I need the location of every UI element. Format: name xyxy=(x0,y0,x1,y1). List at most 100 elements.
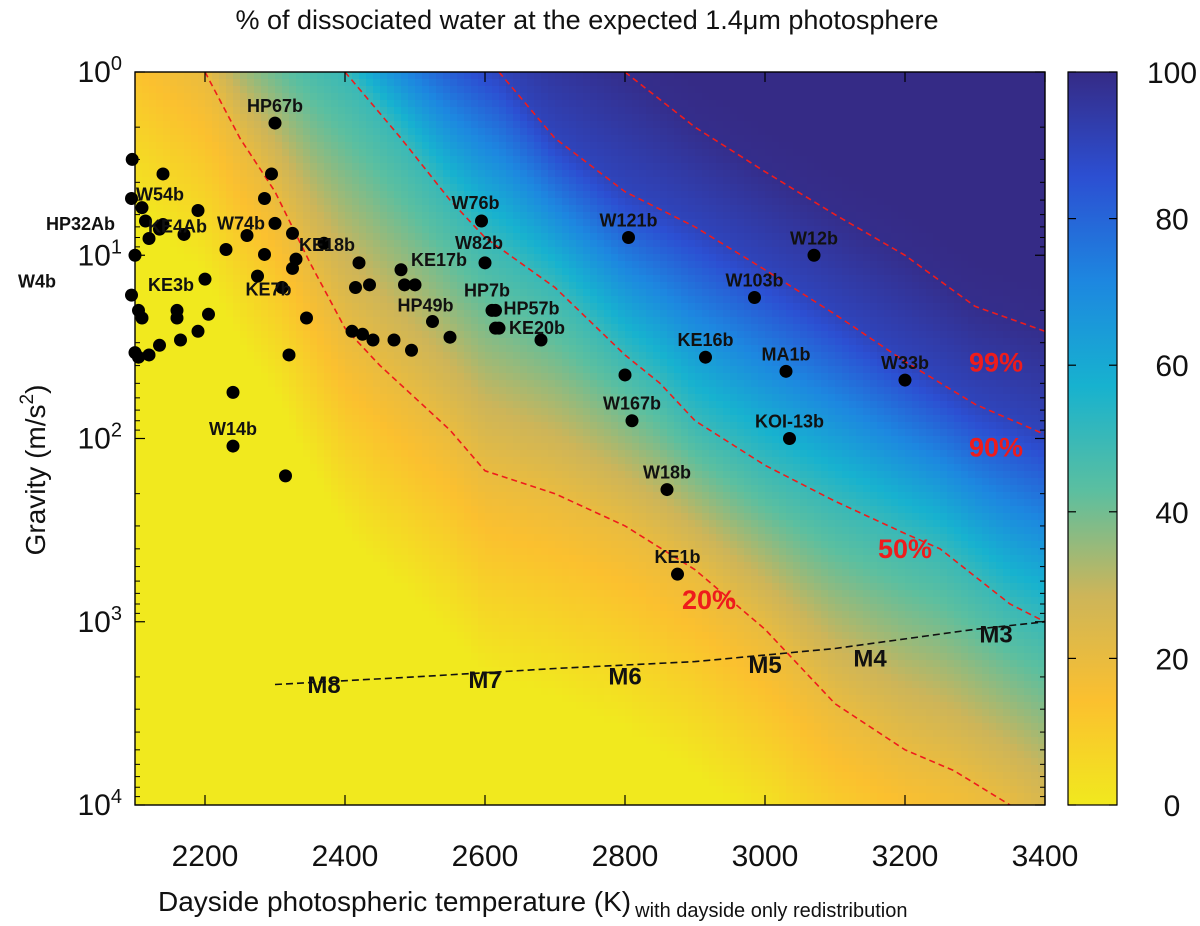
x-axis-sublabel: with dayside only redistribution xyxy=(634,900,907,922)
data-point-50 xyxy=(394,263,408,277)
data-point-22 xyxy=(142,348,156,362)
data-point-63 xyxy=(618,368,632,382)
contour-label-2: 90% xyxy=(969,432,1023,462)
data-point-48 xyxy=(387,333,401,347)
planet-label: HP7b xyxy=(464,280,510,300)
data-point-61 xyxy=(534,333,548,347)
x-tick-label: 3000 xyxy=(732,840,799,873)
colorbar: 0 20 40 60 80 100 xyxy=(1067,57,1197,823)
data-point-12 xyxy=(198,272,212,286)
planet-label: W121b xyxy=(599,210,657,230)
data-point-64 xyxy=(625,414,639,428)
x-tick-label: 2600 xyxy=(452,840,519,873)
data-point-10 xyxy=(153,222,166,236)
data-point-19 xyxy=(191,324,205,338)
data-point-72 xyxy=(898,373,912,387)
planet-label: W103b xyxy=(725,270,783,290)
colorbar-tick-label: 0 xyxy=(1164,790,1181,823)
data-point-52 xyxy=(408,278,422,292)
data-point-65 xyxy=(660,483,674,497)
spectral-label-m6: M6 xyxy=(608,663,641,690)
data-point-51 xyxy=(398,278,411,292)
planet-label: KE1b xyxy=(654,547,700,567)
y-tick-label: 100 xyxy=(78,53,123,89)
data-point-70 xyxy=(783,432,796,445)
contour-lines xyxy=(204,72,1045,805)
spectral-label-m8: M8 xyxy=(307,672,340,699)
data-point-68 xyxy=(748,290,761,304)
data-point-28 xyxy=(258,191,271,205)
planet-label: W74b xyxy=(217,213,265,233)
planet-label: HP57b xyxy=(504,298,560,318)
y-tick-label: 102 xyxy=(78,420,123,456)
planet-points: HP67b W54b HP32Ab KE4Ab W4b KE3b W14b W74b KE7b K… xyxy=(18,96,929,581)
data-point-5 xyxy=(139,214,152,228)
data-point-39 xyxy=(300,311,313,325)
data-point-33 xyxy=(286,226,299,240)
colorbar-tick-label: 60 xyxy=(1155,350,1188,383)
spectral-label-m4: M4 xyxy=(853,645,887,672)
colorbar-tick-label: 20 xyxy=(1155,643,1188,676)
colorbar-tick-label: 40 xyxy=(1155,497,1188,530)
spectral-label-m3: M3 xyxy=(979,622,1012,649)
colorbar-gradient xyxy=(1067,71,1118,806)
planet-label: W14b xyxy=(209,419,257,439)
data-point-8 xyxy=(142,231,156,245)
planet-label: KE20b xyxy=(509,318,565,338)
data-point-49 xyxy=(405,343,418,357)
x-tick-label: 3400 xyxy=(1012,840,1079,873)
data-point-66 xyxy=(671,567,684,581)
spectral-line-path xyxy=(274,621,1046,686)
data-point-31 xyxy=(219,242,233,256)
data-point-35 xyxy=(251,269,264,283)
contour-label-0: 20% xyxy=(682,585,736,615)
data-point-21 xyxy=(153,338,166,352)
data-point-45 xyxy=(345,324,359,338)
x-tick-label: 2400 xyxy=(312,840,379,873)
data-point-13 xyxy=(125,288,138,302)
data-point-9 xyxy=(191,204,205,218)
data-point-4 xyxy=(135,201,149,215)
data-point-17 xyxy=(170,311,184,325)
data-point-62 xyxy=(622,230,635,244)
data-point-37 xyxy=(286,261,299,275)
planet-label: KE18b xyxy=(299,235,355,255)
data-point-2 xyxy=(156,167,170,181)
y-tick-label: 104 xyxy=(78,786,123,822)
planet-label: W82b xyxy=(455,233,503,253)
data-point-20 xyxy=(174,333,187,347)
data-point-41 xyxy=(279,469,292,483)
planet-label: W167b xyxy=(603,394,661,414)
colorbar-tick-label: 80 xyxy=(1155,204,1188,237)
data-point-71 xyxy=(807,248,821,262)
planet-label: HP67b xyxy=(247,96,303,116)
data-point-60 xyxy=(489,321,502,335)
data-point-58 xyxy=(489,303,502,317)
x-tick-label: 3200 xyxy=(872,840,939,873)
planet-label: W18b xyxy=(643,463,691,483)
data-point-53 xyxy=(426,315,439,329)
data-point-7 xyxy=(177,227,191,241)
data-point-32 xyxy=(258,247,271,261)
axes: 2200 2400 2600 2800 3000 3200 3400 100 101 102 103… xyxy=(78,53,1079,873)
contour-line-0 xyxy=(204,72,1011,805)
data-point-56 xyxy=(478,256,492,270)
y-axis-label: Gravity (m/s2) xyxy=(17,385,51,556)
planet-label: KOI-13b xyxy=(755,412,824,432)
data-point-29 xyxy=(268,216,282,230)
planet-label: W33b xyxy=(881,353,929,373)
planet-label: W76b xyxy=(452,193,500,213)
data-point-15 xyxy=(135,311,149,325)
spectral-label-m5: M5 xyxy=(748,652,781,679)
planet-label: W4b xyxy=(18,271,56,291)
planet-label: KE7b xyxy=(246,280,292,300)
planet-label: W12b xyxy=(790,228,838,248)
x-tick-label: 2200 xyxy=(172,840,239,873)
planet-label: W54b xyxy=(136,184,184,204)
contour-line-3 xyxy=(624,72,1045,333)
data-point-38 xyxy=(317,236,331,250)
x-tick-label: 2800 xyxy=(592,840,659,873)
data-point-67 xyxy=(699,350,712,364)
planet-label: KE17b xyxy=(411,250,467,270)
